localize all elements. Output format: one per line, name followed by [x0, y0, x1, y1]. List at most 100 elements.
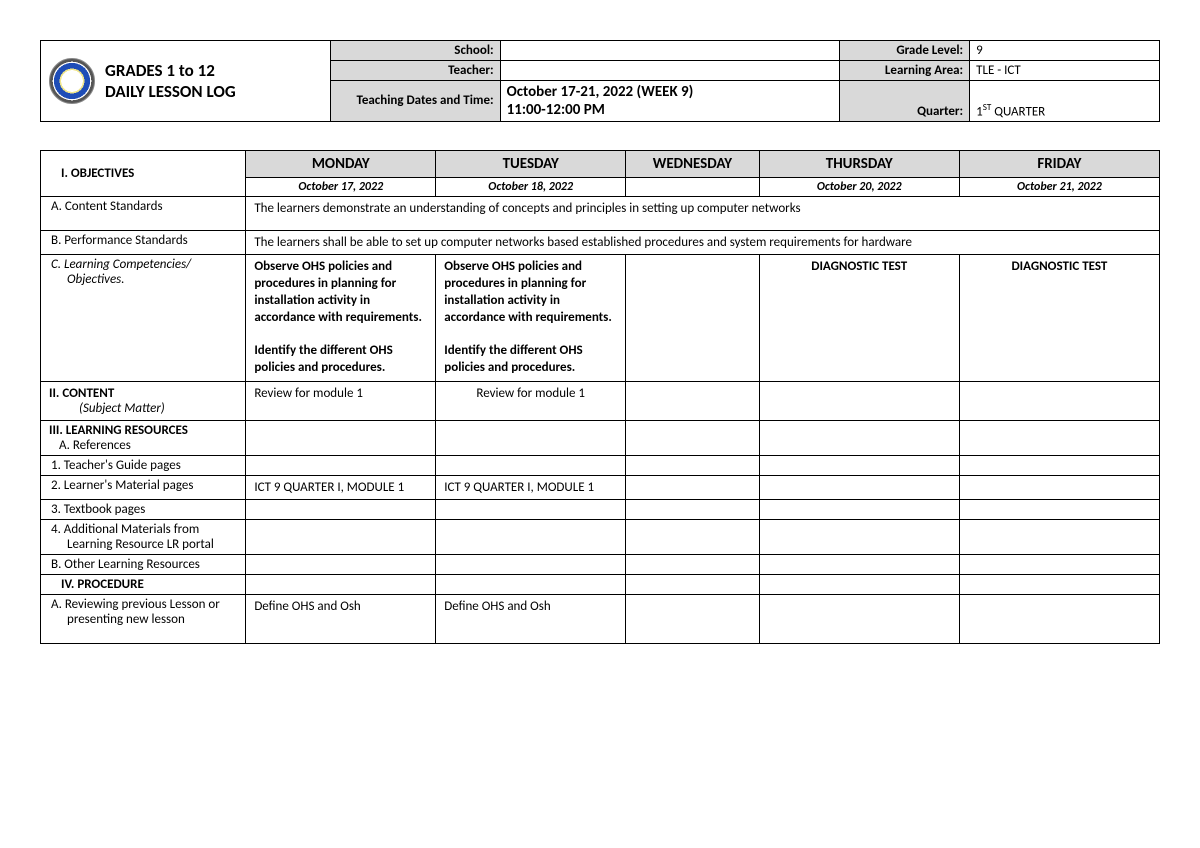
lc-mon: Observe OHS policies and procedures in p…	[246, 255, 436, 382]
reviewing-label: A. Reviewing previous Lesson or presenti…	[41, 595, 246, 644]
school-value	[500, 41, 840, 61]
am-fri	[959, 520, 1159, 555]
content-standards-label: A. Content Standards	[41, 197, 246, 231]
dates-label: Teaching Dates and Time:	[330, 81, 500, 122]
lr-fri	[959, 421, 1159, 456]
tb-tue	[436, 500, 626, 520]
content-label-text: II. CONTENT	[49, 386, 114, 401]
objectives-text: I. OBJECTIVES	[61, 166, 134, 181]
lr-thu	[759, 421, 959, 456]
date-tue: October 18, 2022	[436, 178, 626, 197]
lc-wed	[626, 255, 759, 382]
content-wed	[626, 382, 759, 421]
content-row: II. CONTENT (Subject Matter) Review for …	[41, 382, 1160, 421]
learning-resources-row: III. LEARNING RESOURCES A. References	[41, 421, 1160, 456]
content-standards-row: A. Content Standards The learners demons…	[41, 197, 1160, 231]
other-lr-row: B. Other Learning Resources	[41, 555, 1160, 575]
tb-thu	[759, 500, 959, 520]
learning-comp-text: C. Learning Competencies/ Objectives.	[51, 257, 191, 287]
am-wed	[626, 520, 759, 555]
proc-fri	[959, 575, 1159, 595]
am-thu	[759, 520, 959, 555]
tg-mon	[246, 456, 436, 476]
olr-wed	[626, 555, 759, 575]
other-lr-label: B. Other Learning Resources	[41, 555, 246, 575]
grade-level-label: Grade Level:	[840, 41, 970, 61]
lr-tue	[436, 421, 626, 456]
procedure-label: IV. PROCEDURE	[41, 575, 246, 595]
am-mon	[246, 520, 436, 555]
performance-standards-row: B. Performance Standards The learners sh…	[41, 231, 1160, 255]
teacher-label: Teacher:	[330, 61, 500, 81]
lr-mon	[246, 421, 436, 456]
lm-mon: ICT 9 QUARTER I, MODULE 1	[246, 476, 436, 500]
tg-fri	[959, 456, 1159, 476]
dates-value-line1: October 17-21, 2022 (WEEK 9)	[507, 83, 834, 101]
olr-thu	[759, 555, 959, 575]
olr-fri	[959, 555, 1159, 575]
tg-wed	[626, 456, 759, 476]
deped-logo	[49, 58, 95, 104]
quarter-value: 1ST QUARTER	[970, 81, 1160, 122]
tg-pages-label: 1. Teacher's Guide pages	[41, 456, 246, 476]
lm-fri	[959, 476, 1159, 500]
olr-tue	[436, 555, 626, 575]
dates-value-line2: 11:00-12:00 PM	[507, 101, 834, 119]
learning-comp-label: C. Learning Competencies/ Objectives.	[41, 255, 246, 382]
content-tue: Review for module 1	[436, 382, 626, 421]
am-tue	[436, 520, 626, 555]
tg-tue	[436, 456, 626, 476]
header-table: GRADES 1 to 12 DAILY LESSON LOG School: …	[40, 40, 1160, 122]
school-label: School:	[330, 41, 500, 61]
textbook-pages-label: 3. Textbook pages	[41, 500, 246, 520]
lr-text: III. LEARNING RESOURCES	[49, 423, 237, 438]
content-fri	[959, 382, 1159, 421]
lesson-log-table: I. OBJECTIVES MONDAY TUESDAY WEDNESDAY T…	[40, 150, 1160, 644]
grade-level-value: 9	[970, 41, 1160, 61]
date-wed	[626, 178, 759, 197]
proc-thu	[759, 575, 959, 595]
additional-materials-row: 4. Additional Materials from Learning Re…	[41, 520, 1160, 555]
date-thu: October 20, 2022	[759, 178, 959, 197]
dates-value: October 17-21, 2022 (WEEK 9) 11:00-12:00…	[500, 81, 840, 122]
quarter-tail: QUARTER	[991, 104, 1045, 119]
tg-thu	[759, 456, 959, 476]
rev-thu	[759, 595, 959, 644]
lc-thu: DIAGNOSTIC TEST	[759, 255, 959, 382]
tb-fri	[959, 500, 1159, 520]
content-label: II. CONTENT (Subject Matter)	[41, 382, 246, 421]
lm-tue: ICT 9 QUARTER I, MODULE 1	[436, 476, 626, 500]
day-fri: FRIDAY	[959, 151, 1159, 178]
quarter-suffix: ST	[983, 102, 992, 113]
teacher-value	[500, 61, 840, 81]
rev-wed	[626, 595, 759, 644]
title-line2: DAILY LESSON LOG	[105, 81, 236, 102]
content-standards-value: The learners demonstrate an understandin…	[246, 197, 1160, 231]
reviewing-row: A. Reviewing previous Lesson or presenti…	[41, 595, 1160, 644]
lm-pages-label: 2. Learner's Material pages	[41, 476, 246, 500]
day-mon: MONDAY	[246, 151, 436, 178]
lm-thu	[759, 476, 959, 500]
tb-wed	[626, 500, 759, 520]
additional-materials-label: 4. Additional Materials from Learning Re…	[41, 520, 246, 555]
learning-area-label: Learning Area:	[840, 61, 970, 81]
doc-title-cell: GRADES 1 to 12 DAILY LESSON LOG	[41, 41, 331, 122]
tb-mon	[246, 500, 436, 520]
content-mon: Review for module 1	[246, 382, 436, 421]
quarter-prefix: 1	[976, 104, 983, 119]
title-line1: GRADES 1 to 12	[105, 60, 236, 81]
lm-wed	[626, 476, 759, 500]
day-thu: THURSDAY	[759, 151, 959, 178]
rev-mon: Define OHS and Osh	[246, 595, 436, 644]
date-mon: October 17, 2022	[246, 178, 436, 197]
objectives-label: I. OBJECTIVES	[41, 151, 246, 197]
day-tue: TUESDAY	[436, 151, 626, 178]
learning-competencies-row: C. Learning Competencies/ Objectives. Ob…	[41, 255, 1160, 382]
performance-standards-value: The learners shall be able to set up com…	[246, 231, 1160, 255]
proc-mon	[246, 575, 436, 595]
lm-pages-row: 2. Learner's Material pages ICT 9 QUARTE…	[41, 476, 1160, 500]
dates-label-text: Teaching Dates and Time:	[357, 93, 494, 108]
references-text: A. References	[49, 438, 237, 453]
learning-resources-label: III. LEARNING RESOURCES A. References	[41, 421, 246, 456]
lc-tue: Observe OHS policies and procedures in p…	[436, 255, 626, 382]
